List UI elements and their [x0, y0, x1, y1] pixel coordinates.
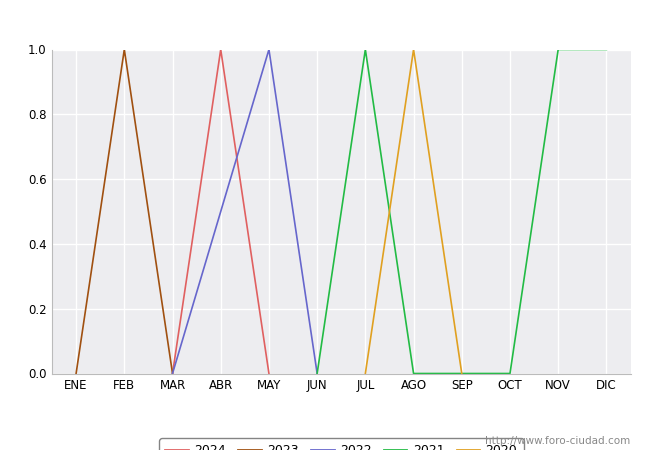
- Text: Matriculaciones de Vehiculos en Orellana de la Sierra: Matriculaciones de Vehiculos en Orellana…: [121, 15, 529, 30]
- Legend: 2024, 2023, 2022, 2021, 2020: 2024, 2023, 2022, 2021, 2020: [159, 438, 523, 450]
- Text: http://www.foro-ciudad.com: http://www.foro-ciudad.com: [486, 436, 630, 446]
